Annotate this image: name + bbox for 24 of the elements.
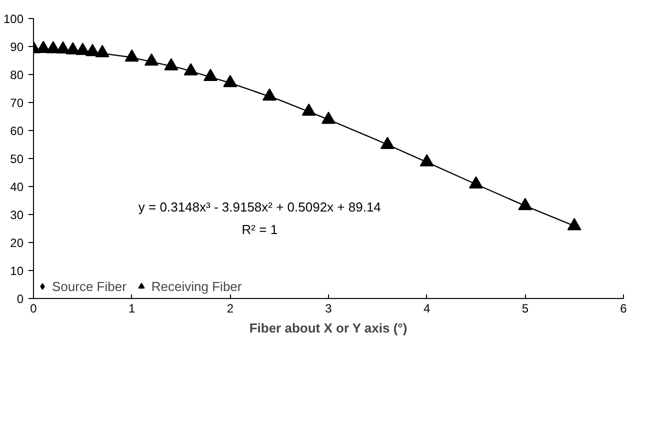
y-tick-label: 50: [10, 152, 24, 166]
x-tick-label: 1: [128, 302, 136, 316]
y-tick-label: 60: [10, 124, 24, 138]
x-axis-title: Fiber about X or Y axis (°): [249, 320, 408, 336]
x-tick-label: 5: [522, 302, 529, 316]
y-tick-label: 20: [10, 236, 24, 250]
x-tick-label: 6: [620, 302, 628, 316]
y-tick-label: 10: [10, 264, 24, 278]
y-tick-label: 90: [10, 40, 24, 54]
y-tick-label: 70: [10, 96, 24, 110]
y-tick-label: 30: [10, 208, 24, 222]
x-tick-label: 3: [325, 302, 332, 316]
y-tick-label: 100: [3, 12, 24, 26]
y-tick-label: 40: [10, 180, 24, 194]
legend-label: Source Fiber: [52, 278, 126, 294]
y-tick-label: 0: [16, 292, 24, 306]
point: [567, 218, 582, 230]
x-tick-label: 0: [30, 302, 38, 316]
x-tick-label: 2: [226, 302, 234, 316]
x-tick-label: 4: [423, 302, 430, 316]
annotation: y = 0.3148x³ - 3.9158x² + 0.5092x + 89.14: [138, 200, 381, 214]
legend-label: Receiving Fiber: [151, 278, 242, 294]
y-tick-label: 80: [10, 68, 24, 82]
annotation: R² = 1: [242, 222, 278, 237]
